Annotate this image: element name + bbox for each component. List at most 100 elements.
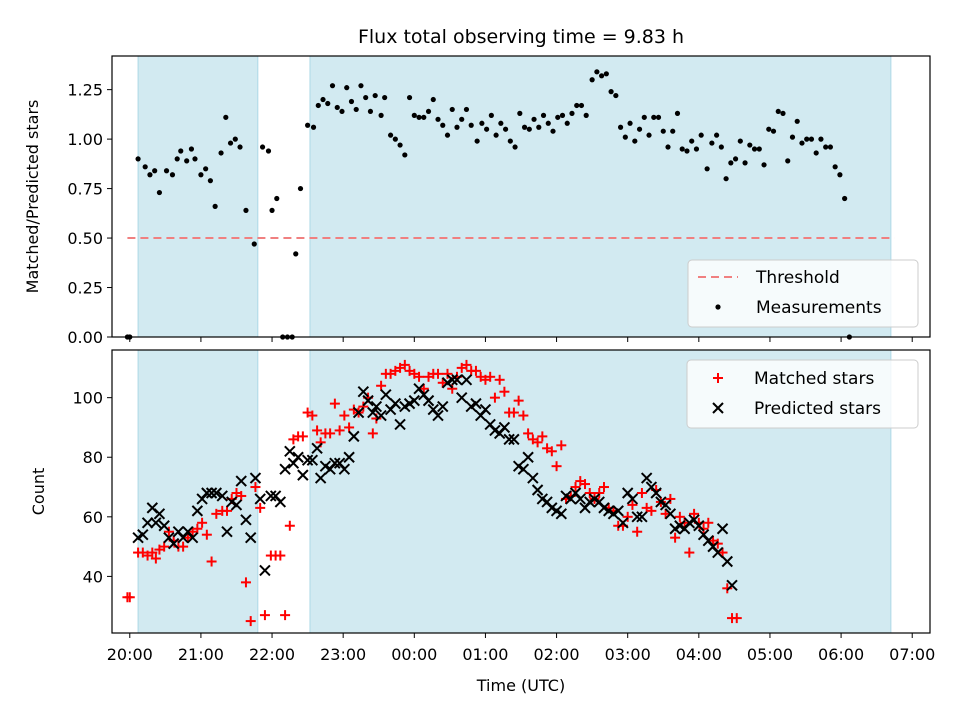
measurement-point: [310, 124, 317, 130]
measurement-point: [259, 144, 266, 150]
predicted-point: [153, 508, 166, 520]
x-tick-label: 00:00: [391, 645, 437, 664]
measurement-point: [742, 160, 748, 166]
y-tick-label: 0.25: [67, 279, 103, 298]
measurement-point: [178, 148, 184, 154]
measurement-point: [416, 114, 422, 120]
matched-point: [334, 425, 345, 436]
predicted-point: [659, 499, 672, 511]
top-observing-intervals: [137, 55, 892, 338]
matched-point: [622, 511, 633, 522]
predicted-point: [437, 400, 449, 413]
measurement-point: [325, 100, 331, 107]
matched-point: [485, 371, 496, 382]
measurement-point: [651, 114, 657, 120]
top-panel: 0.00 0.25 0.50 0.75 1.00 1.25 Matched/Predict…: [23, 55, 931, 347]
matched-point: [147, 547, 158, 558]
measurements-series: [124, 69, 852, 340]
measurement-point: [512, 144, 518, 150]
measurement-point: [617, 124, 624, 130]
x-axis-label: Time (UTC): [476, 676, 565, 695]
measurement-point: [421, 114, 427, 120]
predicted-point: [297, 469, 309, 481]
predicted-point: [612, 505, 624, 517]
predicted-point: [370, 400, 383, 413]
measurement-point: [555, 114, 561, 120]
matched-point: [722, 583, 733, 594]
measurement-point: [684, 148, 690, 154]
matched-point: [598, 482, 609, 493]
measurement-point: [693, 146, 700, 152]
predicted-point: [240, 514, 252, 526]
measurement-point: [459, 116, 465, 122]
y-tick-label: 60: [83, 508, 103, 527]
x-tick-label: 22:00: [249, 645, 295, 664]
measurement-point: [488, 112, 494, 118]
matched-point: [546, 446, 557, 457]
measurement-point: [468, 122, 474, 128]
matched-point: [689, 508, 700, 519]
measurement-point: [174, 156, 180, 162]
measurement-point: [353, 106, 359, 113]
matched-point: [594, 487, 605, 498]
predicted-point: [191, 505, 204, 517]
matched-point: [494, 374, 505, 385]
predicted-point: [201, 487, 213, 499]
measurement-point: [203, 166, 209, 172]
predicted-point: [555, 508, 568, 520]
predicted-point: [362, 394, 374, 407]
measurement-point: [564, 120, 570, 126]
predicted-point: [460, 374, 473, 386]
predicted-stars-series: [132, 374, 738, 592]
matched-point: [259, 610, 270, 621]
matched-point: [632, 526, 643, 537]
predicted-point: [531, 484, 544, 496]
top-legend: Threshold Measurements: [687, 259, 919, 328]
bottom-plot-frame: [111, 349, 931, 634]
predicted-point: [235, 475, 247, 487]
measurement-point: [761, 162, 767, 168]
matched-point: [245, 616, 256, 627]
measurement-point: [780, 110, 786, 116]
matched-point: [329, 398, 340, 409]
matched-point: [508, 407, 519, 418]
measurement-point: [163, 168, 170, 174]
y-tick-label: 1.25: [67, 81, 103, 100]
measurement-point: [747, 142, 753, 148]
predicted-point: [292, 451, 304, 463]
measurement-point: [212, 203, 218, 209]
bottom-observing-intervals: [137, 349, 892, 634]
predicted-point: [167, 537, 180, 550]
legend-matched-swatch: [713, 373, 723, 383]
matched-point: [499, 386, 510, 397]
measurement-point: [794, 118, 800, 124]
measurement-point: [589, 77, 595, 83]
measurement-point: [545, 120, 551, 126]
predicted-point: [640, 472, 653, 484]
measurement-point: [775, 108, 781, 115]
x-tick-label: 06:00: [818, 645, 864, 664]
predicted-point: [259, 564, 271, 577]
measurement-point: [709, 140, 715, 146]
predicted-point: [274, 496, 287, 508]
x-tick-label: 23:00: [320, 645, 366, 664]
matched-point: [221, 505, 232, 516]
measurement-point: [147, 172, 153, 178]
predicted-point: [265, 490, 277, 502]
measurement-point: [622, 134, 628, 140]
y-tick-label: 0.00: [67, 328, 103, 347]
predicted-point: [221, 526, 233, 538]
predicted-point: [432, 409, 444, 422]
predicted-point: [210, 487, 223, 499]
measurement-point: [550, 128, 556, 134]
legend-matched-label: Matched stars: [754, 369, 874, 389]
predicted-point: [249, 472, 262, 484]
matched-point: [698, 523, 709, 534]
measurement-point: [184, 158, 190, 164]
predicted-point: [617, 517, 629, 529]
matched-point: [442, 368, 453, 379]
matched-point: [489, 392, 500, 403]
y-tick-label: 40: [83, 567, 103, 586]
y-tick-label: 100: [72, 389, 103, 408]
measurement-point: [714, 132, 720, 138]
